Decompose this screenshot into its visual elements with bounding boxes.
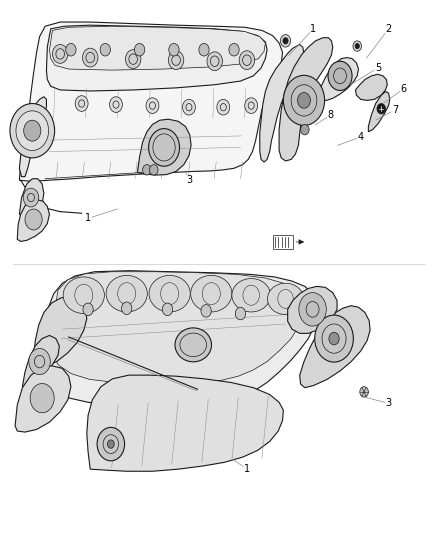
Circle shape	[239, 51, 254, 70]
Circle shape	[25, 209, 42, 230]
Ellipse shape	[148, 128, 180, 166]
Circle shape	[53, 45, 68, 63]
Circle shape	[201, 305, 211, 317]
Polygon shape	[49, 26, 265, 70]
Text: 2: 2	[385, 24, 392, 34]
Circle shape	[207, 52, 223, 71]
Polygon shape	[87, 375, 283, 471]
Polygon shape	[138, 119, 191, 175]
Circle shape	[300, 124, 309, 135]
Circle shape	[82, 48, 98, 67]
Polygon shape	[51, 272, 303, 384]
Circle shape	[235, 307, 246, 320]
Circle shape	[107, 440, 114, 448]
Text: 7: 7	[392, 105, 398, 115]
Circle shape	[30, 384, 54, 413]
Text: 3: 3	[186, 175, 192, 185]
Circle shape	[146, 98, 159, 114]
Circle shape	[377, 103, 385, 114]
Polygon shape	[46, 25, 267, 91]
Polygon shape	[19, 97, 46, 176]
Ellipse shape	[106, 276, 147, 312]
Circle shape	[100, 44, 110, 56]
Circle shape	[217, 99, 230, 115]
Text: 3: 3	[385, 398, 392, 408]
Polygon shape	[44, 271, 318, 406]
Circle shape	[110, 97, 122, 112]
Polygon shape	[15, 366, 71, 432]
Circle shape	[125, 50, 141, 69]
Circle shape	[143, 165, 151, 175]
Text: 1: 1	[311, 24, 317, 34]
Circle shape	[134, 44, 145, 56]
Circle shape	[229, 44, 239, 56]
Circle shape	[329, 332, 339, 345]
Circle shape	[315, 315, 353, 362]
Bar	[272, 235, 293, 249]
Circle shape	[360, 386, 368, 397]
Circle shape	[29, 349, 50, 375]
Polygon shape	[279, 38, 333, 161]
Ellipse shape	[175, 328, 212, 362]
Circle shape	[299, 293, 326, 326]
Text: 1: 1	[85, 213, 91, 223]
Circle shape	[245, 98, 258, 114]
Circle shape	[24, 120, 41, 141]
Text: 4: 4	[357, 132, 364, 142]
Circle shape	[83, 303, 93, 316]
Text: 6: 6	[400, 84, 406, 94]
Circle shape	[353, 41, 361, 51]
Polygon shape	[17, 200, 49, 241]
Ellipse shape	[232, 279, 271, 312]
Ellipse shape	[63, 277, 104, 313]
Circle shape	[283, 75, 325, 125]
Polygon shape	[260, 45, 304, 162]
Circle shape	[168, 51, 184, 70]
Circle shape	[122, 302, 132, 314]
Polygon shape	[19, 22, 283, 181]
Text: 5: 5	[374, 63, 381, 73]
Circle shape	[23, 188, 39, 207]
Circle shape	[199, 44, 209, 56]
Circle shape	[355, 44, 359, 49]
Circle shape	[66, 44, 76, 56]
Circle shape	[10, 103, 55, 158]
Polygon shape	[300, 306, 370, 387]
Text: 8: 8	[328, 110, 334, 120]
Circle shape	[149, 165, 158, 175]
Polygon shape	[288, 286, 337, 333]
Polygon shape	[356, 74, 387, 100]
Circle shape	[75, 96, 88, 111]
Circle shape	[183, 99, 195, 115]
Polygon shape	[368, 92, 390, 132]
Text: 1: 1	[244, 464, 250, 474]
Circle shape	[297, 93, 311, 108]
Ellipse shape	[191, 276, 232, 312]
Circle shape	[97, 427, 124, 461]
Ellipse shape	[268, 283, 304, 314]
Polygon shape	[19, 179, 44, 216]
Polygon shape	[318, 58, 358, 100]
Circle shape	[16, 111, 49, 150]
Circle shape	[169, 44, 179, 56]
Ellipse shape	[149, 276, 190, 312]
Polygon shape	[22, 335, 59, 389]
Polygon shape	[34, 297, 87, 367]
Circle shape	[280, 35, 291, 47]
Circle shape	[283, 38, 288, 44]
Circle shape	[328, 61, 352, 91]
Circle shape	[162, 303, 173, 316]
